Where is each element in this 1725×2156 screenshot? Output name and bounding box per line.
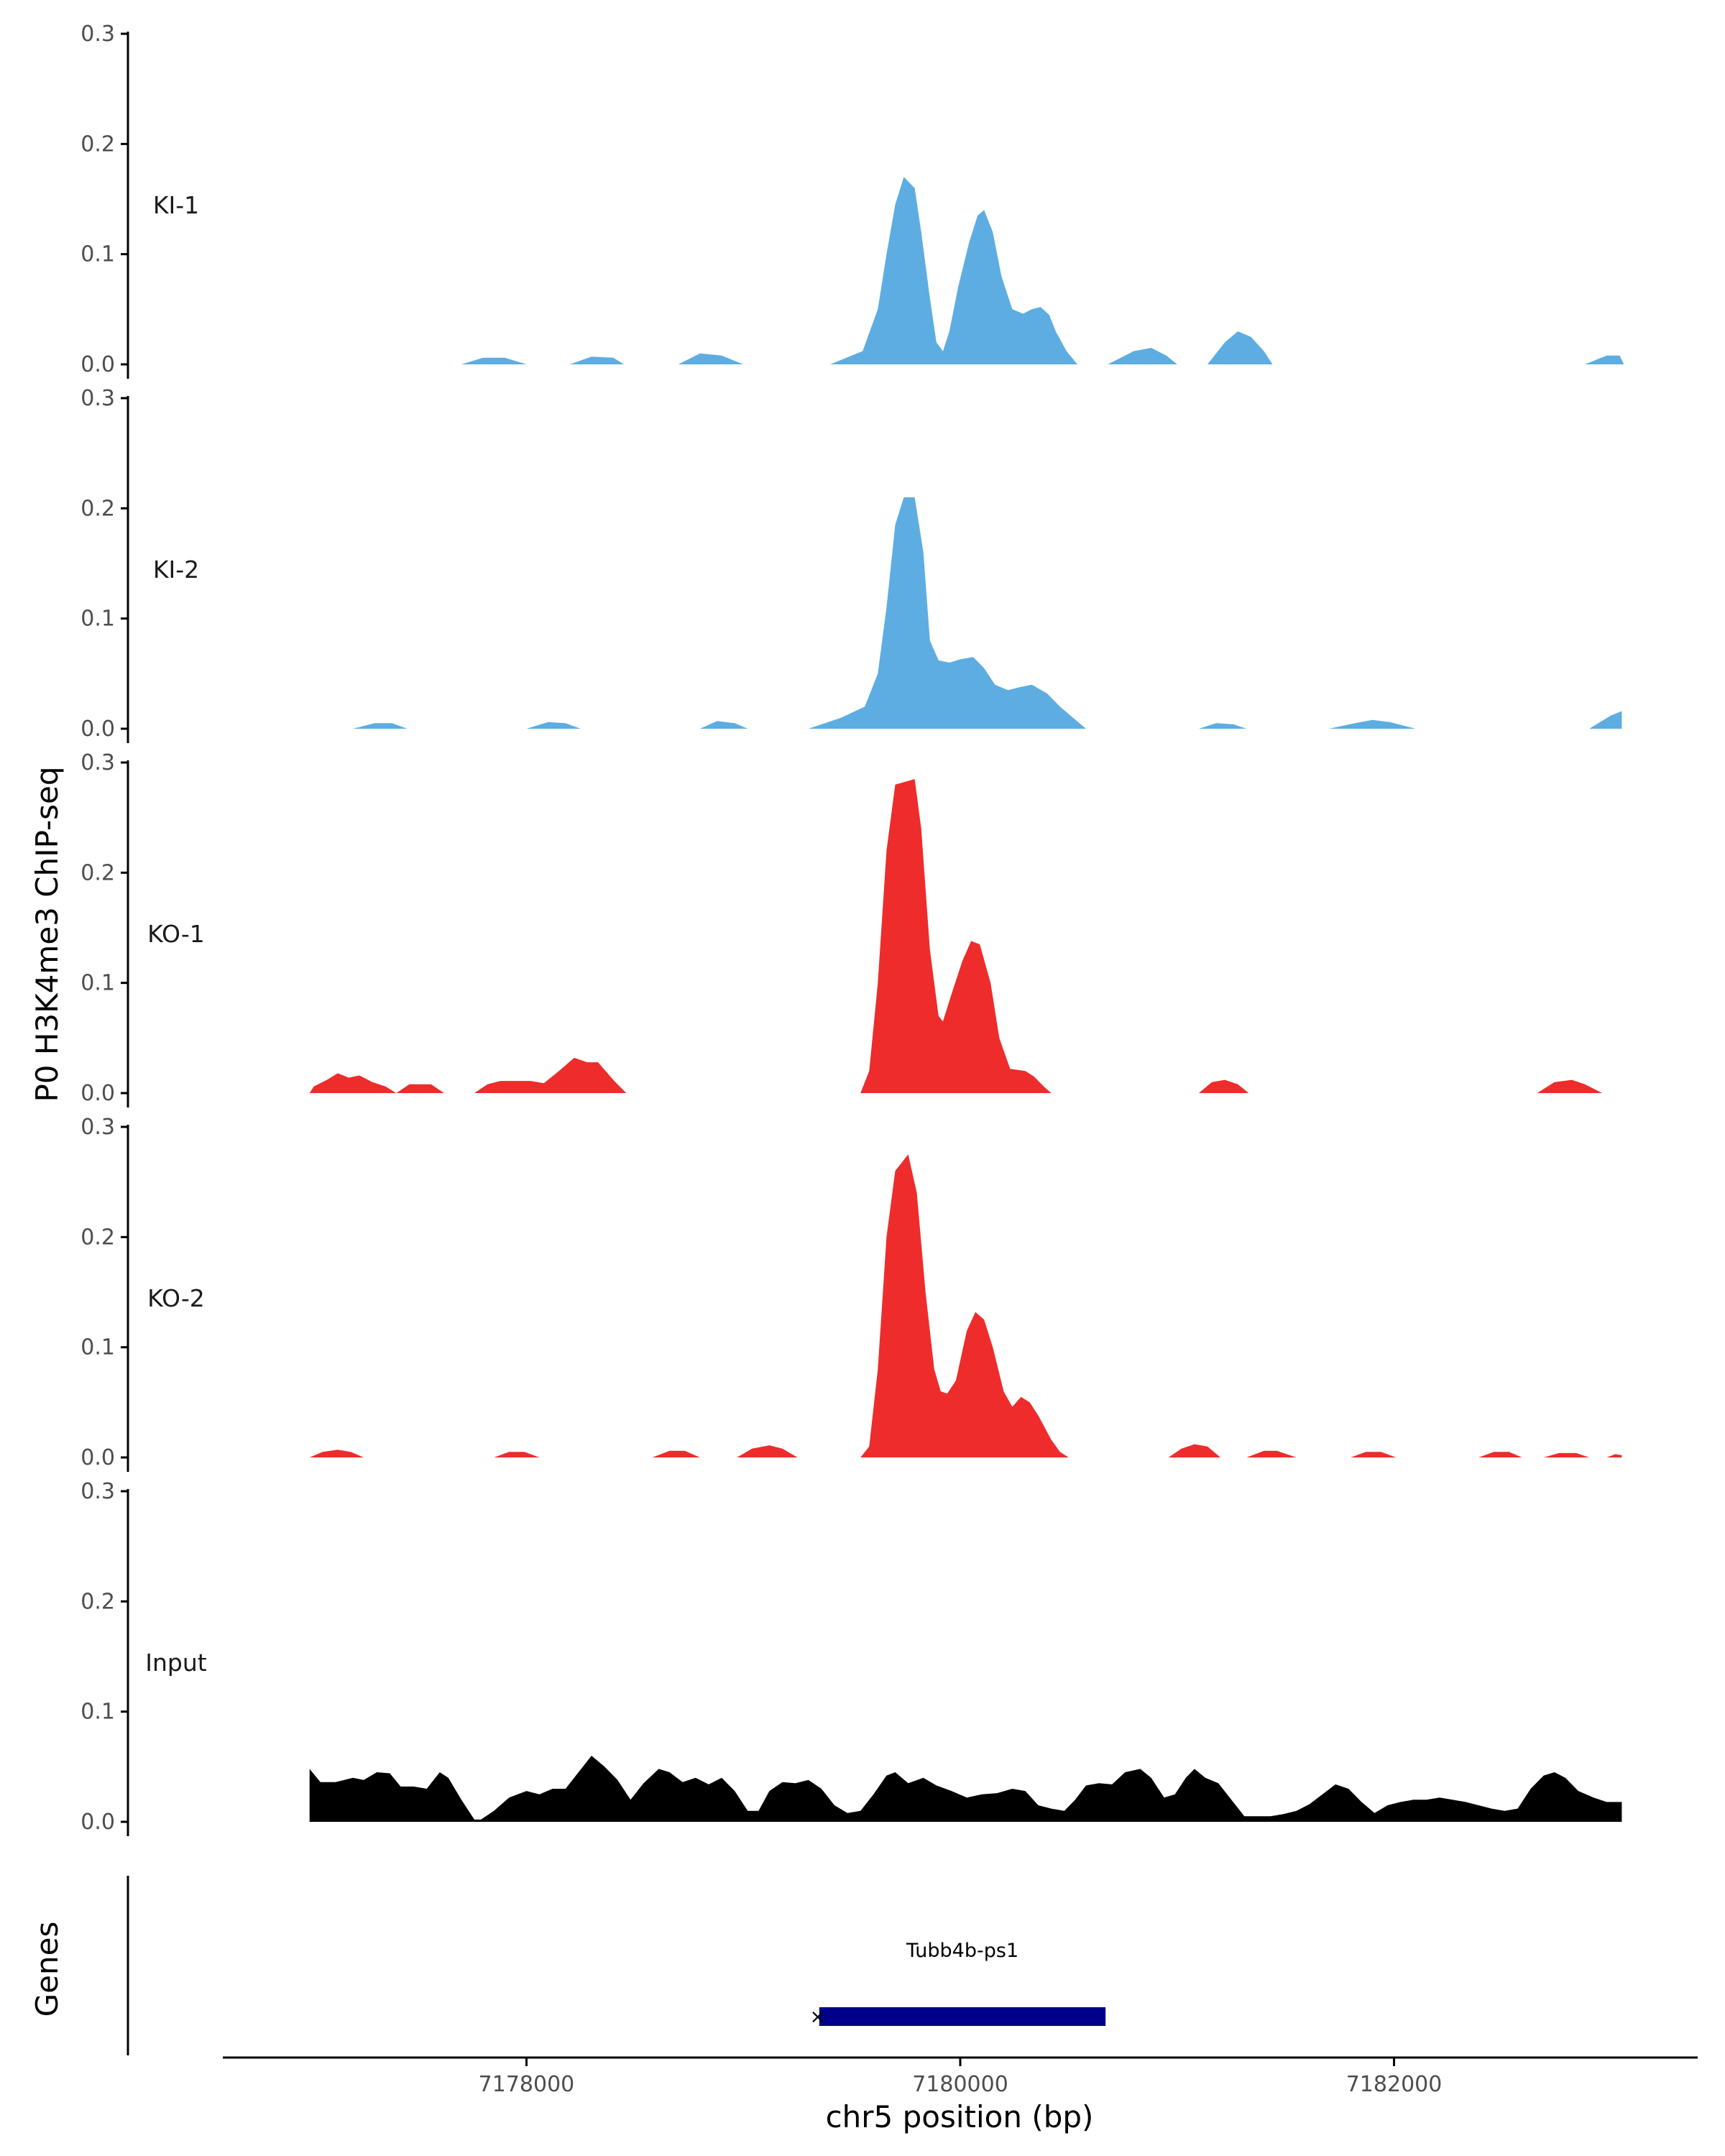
coverage-area	[353, 497, 1622, 729]
track-ko-1: 0.0 0.1 0.2 0.3 KO-1	[80, 750, 1603, 1107]
y-tick-label: 0.2	[80, 496, 115, 521]
genes-axis-title: Genes	[29, 1922, 65, 2017]
y-tick-label: 0.1	[80, 1335, 115, 1360]
x-tick-label: 7178000	[479, 2072, 575, 2097]
x-tick-label: 7180000	[912, 2072, 1008, 2097]
coverage-area	[309, 779, 1603, 1093]
coverage-area	[309, 1154, 1622, 1457]
y-tick-label: 0.2	[80, 860, 115, 885]
x-axis: 7178000 7180000 7182000	[223, 2056, 1698, 2097]
track-ki-1: 0.0 0.1 0.2 0.3 KI-1	[80, 22, 1624, 379]
y-tick-label: 0.3	[80, 22, 115, 47]
track-ko-2: 0.0 0.1 0.2 0.3 KO-2	[80, 1115, 1622, 1472]
track-label: KO-1	[147, 920, 205, 948]
track-label: KI-1	[153, 191, 199, 219]
y-tick-label: 0.0	[80, 1445, 115, 1470]
track-label: KO-2	[147, 1284, 205, 1312]
coverage-area	[461, 177, 1624, 365]
y-tick-label: 0.3	[80, 1115, 115, 1140]
x-axis-title: chr5 position (bp)	[826, 2099, 1094, 2134]
track-label: Input	[145, 1649, 207, 1677]
y-tick-label: 0.2	[80, 132, 115, 157]
y-tick-label: 0.0	[80, 1810, 115, 1835]
y-tick-label: 0.0	[80, 717, 115, 742]
coverage-tracks: 0.00.10.20.3KI-10.00.10.20.3KI-20.00.10.…	[80, 22, 1624, 1836]
track-input: 0.0 0.1 0.2 0.3 Input	[80, 1479, 1622, 1836]
gene-body	[819, 2007, 1106, 2026]
y-tick-label: 0.0	[80, 352, 115, 377]
y-tick-label: 0.1	[80, 971, 115, 996]
genes-panel: × Tubb4b-ps1	[126, 1876, 1106, 2055]
coverage-area	[309, 1756, 1622, 1822]
y-tick-label: 0.3	[80, 750, 115, 775]
y-tick-label: 0.3	[80, 1479, 115, 1504]
track-ki-2: 0.0 0.1 0.2 0.3 KI-2	[80, 386, 1622, 743]
y-tick-label: 0.1	[80, 607, 115, 632]
y-tick-label: 0.0	[80, 1081, 115, 1106]
y-tick-label: 0.2	[80, 1589, 115, 1614]
y-axis-title: P0 H3K4me3 ChIP-seq	[29, 766, 65, 1102]
gene-label: Tubb4b-ps1	[906, 1940, 1018, 1962]
y-tick-label: 0.2	[80, 1225, 115, 1250]
y-tick-label: 0.1	[80, 242, 115, 267]
x-tick-label: 7182000	[1346, 2072, 1443, 2097]
y-tick-label: 0.3	[80, 386, 115, 411]
y-tick-label: 0.1	[80, 1700, 115, 1725]
track-label: KI-2	[153, 556, 199, 584]
gene-strand-marker: ×	[810, 2006, 827, 2028]
